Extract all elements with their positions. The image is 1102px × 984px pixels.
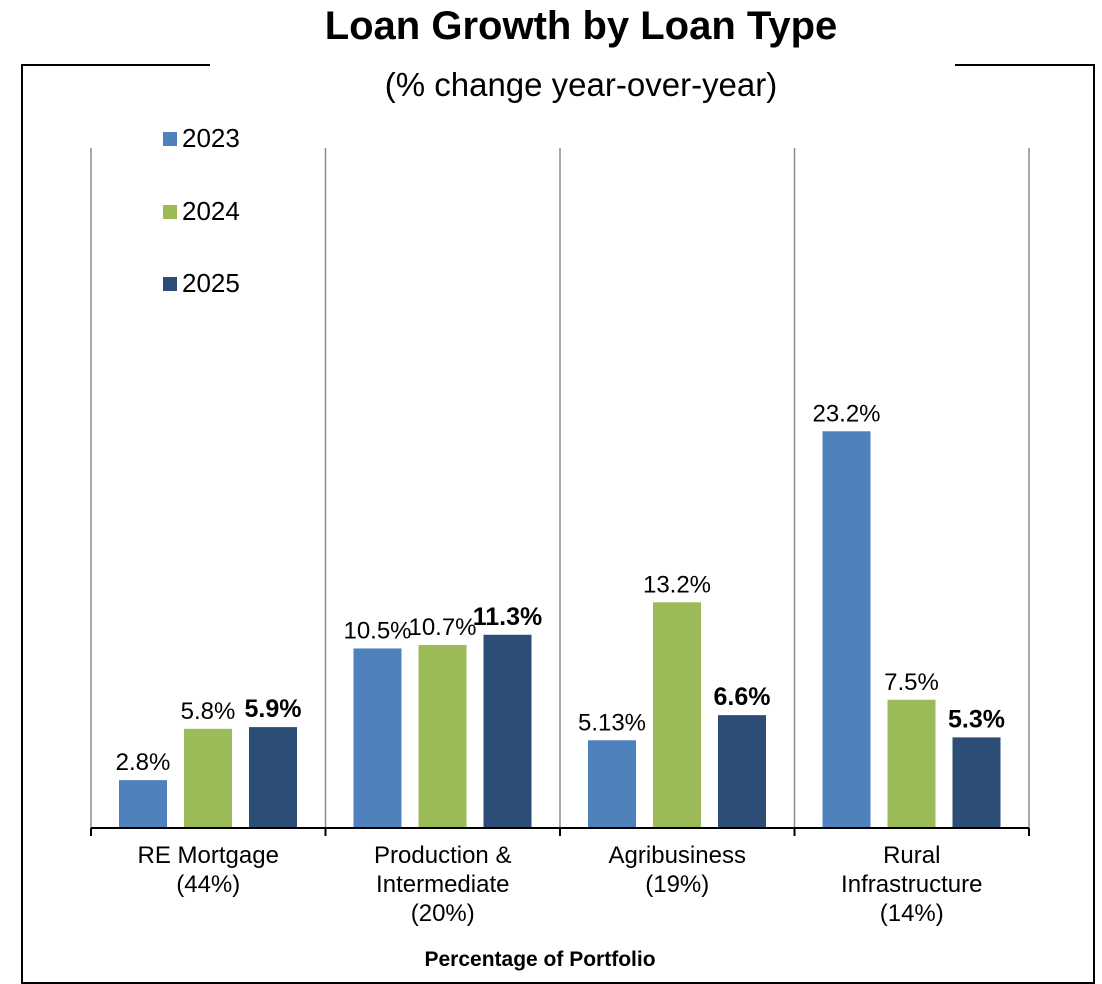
x-tick-label: Agribusiness (19%) (567, 841, 787, 899)
data-label-2023-3: 23.2% (812, 400, 880, 427)
bar-2024-1 (418, 645, 467, 828)
title-background (210, 50, 955, 80)
data-label-2025-0: 5.9% (245, 695, 302, 723)
legend-label: 2023 (182, 123, 240, 153)
legend-label: 2025 (182, 268, 240, 298)
x-tick-label-line: Intermediate (376, 871, 510, 898)
bar-2023-2 (588, 740, 636, 828)
chart-subtitle: (% change year-over-year) (384, 66, 778, 103)
chart-title: Loan Growth by Loan Type (324, 4, 838, 48)
bar-2024-2 (653, 602, 701, 828)
legend-swatch (163, 131, 177, 146)
x-tick-label-line: (44%) (176, 871, 241, 898)
data-label-2024-0: 5.8% (181, 698, 236, 725)
bar-2025-3 (952, 737, 1001, 828)
data-label-2025-3: 5.3% (948, 705, 1005, 733)
bar-2023-0 (119, 780, 167, 828)
legend-item-2025: 2025 (163, 268, 240, 299)
bar-2025-1 (483, 634, 532, 828)
legend-item-2023: 2023 (163, 123, 240, 154)
bar-2024-3 (887, 699, 936, 828)
legend-item-2024: 2024 (163, 196, 240, 227)
bar-2025-2 (718, 715, 766, 828)
x-tick-label: Production & Intermediate (20%) (333, 841, 553, 928)
data-label-2024-2: 13.2% (643, 571, 711, 598)
x-tick-label-line: Rural (883, 842, 941, 869)
x-tick-label: RE Mortgage (44%) (98, 841, 318, 899)
data-label-2025-2: 6.6% (714, 683, 771, 711)
data-label-2023-1: 10.5% (343, 617, 411, 644)
x-tick-label-line: Infrastructure (841, 871, 983, 898)
x-tick-label-line: RE Mortgage (137, 842, 279, 869)
legend-swatch (163, 276, 177, 291)
data-label-2024-1: 10.7% (408, 614, 476, 641)
data-label-2023-2: 5.13% (578, 709, 646, 736)
x-tick-label-line: Production & (374, 842, 512, 869)
bar-2025-0 (249, 727, 297, 828)
bar-2023-1 (353, 648, 402, 828)
data-label-2024-3: 7.5% (884, 669, 939, 696)
x-tick-label-line: (20%) (410, 900, 475, 927)
x-axis-title: Percentage of Portfolio (424, 948, 656, 971)
bar-2023-3 (822, 431, 871, 828)
data-label-2023-0: 2.8% (116, 749, 171, 776)
legend-label: 2024 (182, 196, 240, 226)
data-label-2025-1: 11.3% (473, 603, 543, 631)
x-tick-label-line: Agribusiness (608, 842, 746, 869)
bar-2024-0 (184, 728, 232, 828)
legend-swatch (163, 204, 177, 219)
x-tick-label: Rural Infrastructure (14%) (802, 841, 1022, 928)
x-tick-label-line: (14%) (879, 900, 944, 927)
x-tick-label-line: (19%) (645, 871, 710, 898)
